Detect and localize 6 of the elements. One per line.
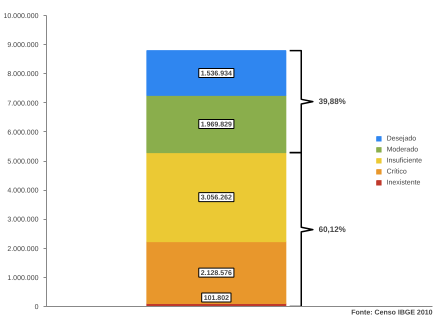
bar bbox=[146, 241, 286, 304]
bar bbox=[146, 152, 286, 242]
text: 60,12% bbox=[318, 225, 346, 234]
bar bbox=[146, 94, 286, 154]
bar bbox=[146, 50, 286, 96]
text: 39,88% bbox=[318, 97, 346, 106]
